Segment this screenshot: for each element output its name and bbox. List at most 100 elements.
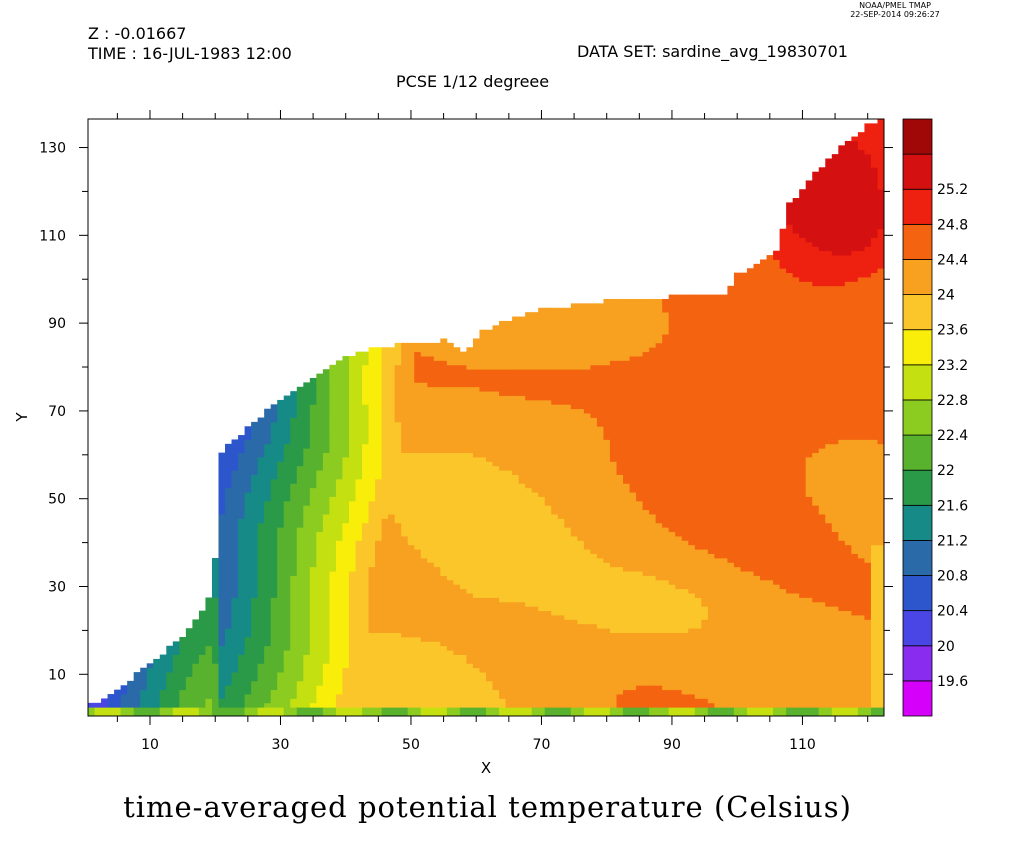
field-cell	[459, 593, 467, 598]
field-cell	[407, 395, 415, 401]
field-cell	[564, 619, 572, 625]
field-cell	[446, 487, 454, 493]
field-cell	[518, 663, 526, 669]
field-cell	[329, 658, 337, 664]
field-cell	[251, 650, 259, 655]
field-cell	[394, 426, 402, 432]
field-cell	[472, 694, 480, 699]
field-cell	[225, 457, 232, 462]
field-cell	[394, 470, 402, 475]
field-cell	[433, 702, 441, 708]
field-cell	[348, 435, 356, 440]
field-cell	[283, 474, 291, 480]
field-cell	[466, 514, 474, 519]
field-cell	[401, 623, 409, 629]
field-cell	[355, 544, 363, 550]
field-cell	[557, 478, 565, 484]
field-cell	[185, 694, 193, 699]
field-cell	[551, 474, 559, 480]
field-cell	[127, 711, 135, 716]
field-cell	[499, 404, 506, 410]
field-cell	[218, 615, 226, 620]
field-cell	[251, 575, 259, 581]
field-cell	[486, 435, 493, 440]
field-cell	[264, 566, 272, 572]
field-cell	[466, 465, 474, 471]
field-cell	[362, 457, 369, 462]
field-cell	[557, 531, 565, 537]
field-cell	[277, 601, 285, 607]
field-cell	[557, 540, 565, 546]
field-cell	[459, 377, 467, 383]
field-cell	[531, 334, 539, 339]
field-cell	[577, 615, 585, 620]
field-cell	[453, 369, 461, 375]
field-cell	[375, 711, 383, 716]
field-cell	[375, 549, 383, 554]
field-cell	[557, 369, 565, 375]
field-cell	[211, 593, 219, 598]
field-cell	[251, 448, 259, 454]
field-cell	[211, 663, 219, 669]
field-cell	[277, 628, 285, 633]
field-cell	[166, 689, 174, 695]
field-cell	[159, 654, 167, 660]
field-cell	[231, 566, 239, 572]
field-cell	[570, 426, 578, 432]
field-cell	[218, 702, 226, 708]
field-cell	[166, 680, 174, 686]
field-cell	[283, 619, 291, 625]
field-cell	[277, 549, 285, 554]
field-cell	[538, 373, 546, 379]
field-cell	[309, 597, 317, 603]
field-cell	[433, 474, 441, 480]
field-cell	[414, 579, 422, 585]
field-cell	[322, 680, 330, 686]
field-cell	[192, 632, 200, 638]
field-cell	[381, 628, 389, 633]
field-cell	[420, 351, 428, 357]
field-cell	[218, 663, 226, 669]
field-cell	[420, 597, 428, 603]
field-cell	[355, 522, 363, 528]
field-cell	[225, 593, 232, 598]
field-cell	[440, 544, 448, 550]
field-cell	[479, 562, 487, 568]
field-cell	[335, 702, 343, 708]
field-cell	[512, 382, 520, 388]
field-cell	[564, 685, 572, 691]
field-cell	[277, 399, 285, 405]
field-cell	[316, 557, 324, 563]
field-cell	[309, 680, 317, 686]
field-cell	[238, 461, 245, 467]
field-cell	[427, 395, 435, 401]
field-cell	[251, 658, 259, 664]
field-cell	[512, 496, 520, 502]
field-cell	[257, 536, 265, 541]
field-cell	[479, 711, 487, 716]
field-cell	[512, 430, 520, 436]
field-cell	[296, 452, 304, 458]
field-cell	[388, 518, 396, 524]
field-cell	[290, 430, 298, 436]
field-cell	[492, 457, 500, 462]
field-cell	[303, 689, 311, 695]
field-cell	[257, 698, 265, 704]
field-cell	[557, 518, 565, 524]
field-cell	[440, 632, 448, 638]
field-cell	[570, 496, 578, 502]
field-cell	[577, 417, 585, 423]
field-cell	[342, 474, 350, 480]
field-cell	[342, 373, 350, 379]
field-cell	[296, 632, 304, 638]
field-cell	[492, 575, 500, 581]
field-cell	[296, 549, 304, 554]
field-cell	[257, 566, 265, 572]
field-cell	[525, 619, 533, 625]
field-cell	[525, 658, 533, 664]
field-cell	[499, 566, 506, 572]
field-cell	[375, 527, 383, 533]
field-cell	[525, 457, 533, 462]
field-cell	[283, 632, 291, 638]
field-cell	[211, 645, 219, 651]
